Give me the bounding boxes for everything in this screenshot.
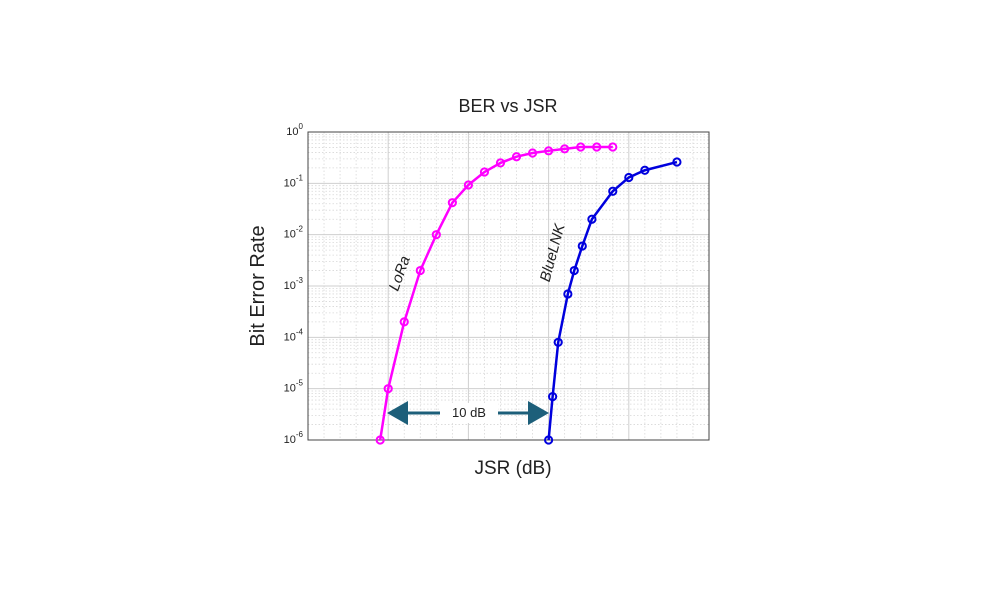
series-line — [378, 145, 613, 441]
y-tick-label: 10-1 — [284, 173, 304, 189]
annotation: 10 dB — [452, 405, 486, 420]
data-point — [447, 198, 457, 208]
data-point — [479, 167, 490, 177]
data-point — [672, 157, 682, 167]
data-point — [569, 265, 579, 276]
data-point — [553, 337, 563, 347]
data-point — [608, 186, 618, 196]
y-tick-label: 10-4 — [284, 327, 304, 343]
data-point — [560, 144, 570, 154]
chart-title: BER vs JSR — [458, 96, 557, 116]
data-point — [511, 152, 522, 162]
data-point — [592, 142, 602, 152]
data-point — [587, 214, 597, 224]
y-axis-label: Bit Error Rate — [247, 225, 269, 346]
data-point — [544, 146, 554, 156]
data-point — [431, 230, 441, 240]
y-tick-label: 10-5 — [284, 379, 304, 395]
plot-frame — [307, 131, 710, 441]
data-point — [563, 289, 573, 299]
data-point — [383, 384, 393, 394]
data-point — [375, 435, 385, 445]
data-point — [548, 392, 558, 402]
data-point — [544, 435, 554, 445]
data-point — [415, 265, 425, 276]
data-point — [608, 142, 618, 152]
data-point — [527, 148, 538, 158]
data-point — [640, 165, 650, 175]
y-tick-label: 10-3 — [284, 276, 304, 292]
data-point — [495, 158, 506, 168]
data-point — [576, 142, 586, 152]
y-tick-label: 10-2 — [284, 225, 304, 241]
x-axis-label: JSR (dB) — [474, 458, 551, 479]
series-line — [547, 160, 678, 441]
y-tick-label: 10-6 — [284, 430, 304, 446]
data-point — [463, 180, 473, 190]
data-point — [624, 172, 634, 183]
data-point — [577, 241, 587, 251]
annotation-bg — [440, 403, 498, 423]
data-point — [399, 317, 409, 327]
y-tick-label: 100 — [286, 122, 303, 138]
